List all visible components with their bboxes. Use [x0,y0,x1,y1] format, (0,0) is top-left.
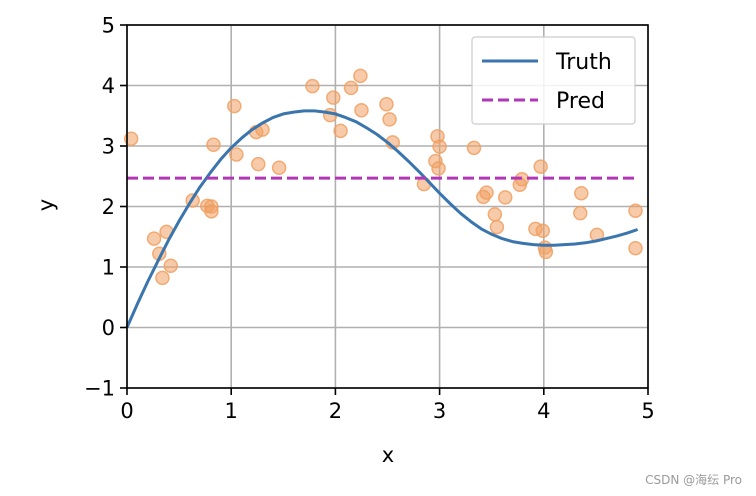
scatter-point [497,190,513,205]
scatter-point [305,78,320,94]
scatter-point [333,123,348,139]
scatter-point [204,204,219,219]
x-tick-label: 2 [329,399,342,423]
scatter-point [479,185,494,200]
scatter-point [227,98,242,114]
scatter-point [353,68,368,84]
scatter-point [382,112,397,127]
y-axis-label: y [34,199,58,211]
legend-label-truth: Truth [555,50,612,75]
scatter-point [432,139,447,154]
y-tick-label: 3 [102,135,115,159]
x-tick-label: 1 [225,399,238,423]
scatter-point [628,240,643,256]
watermark: CSDN @海纭 Pro [645,473,742,487]
scatter-point [538,244,554,260]
scatter-point [326,90,341,105]
x-tick-label: 4 [537,399,550,423]
scatter-point [206,137,221,153]
scatter-point [155,270,170,286]
y-tick-label: 0 [102,316,115,340]
scatter-point [431,161,446,176]
scatter-point [163,258,179,274]
legend-label-pred: Pred [556,89,605,114]
x-tick-label: 0 [120,399,133,423]
scatter-point [466,140,482,156]
scatter-point [271,160,287,176]
series-line-truth [125,109,639,329]
x-axis-label: x [382,443,394,467]
y-tick-label: 2 [102,195,115,219]
scatter-point [535,223,551,238]
y-tick-label: 4 [102,74,115,98]
scatter-point [123,131,139,146]
scatter-point [487,207,503,222]
scatter-point [354,103,369,118]
scatter-point [251,156,266,172]
scatter-point [573,205,588,221]
scatter-point [379,97,394,112]
legend: Truth Pred [471,36,636,125]
scatter-point [628,203,643,218]
y-tick-label: −1 [84,377,115,401]
x-tick-label: 3 [433,399,446,423]
scatter-point [533,159,548,174]
scatter-points [123,68,643,286]
y-tick-label: 1 [102,256,115,280]
y-tick-label: 5 [102,14,115,38]
scatter-point [229,147,244,162]
scatter-point [146,231,162,246]
x-tick-label: 5 [641,399,654,423]
scatter-point [343,80,359,96]
scatter-point [489,219,505,235]
scatter-point [574,185,589,201]
series-lines [125,109,639,329]
legend-box [471,36,636,125]
